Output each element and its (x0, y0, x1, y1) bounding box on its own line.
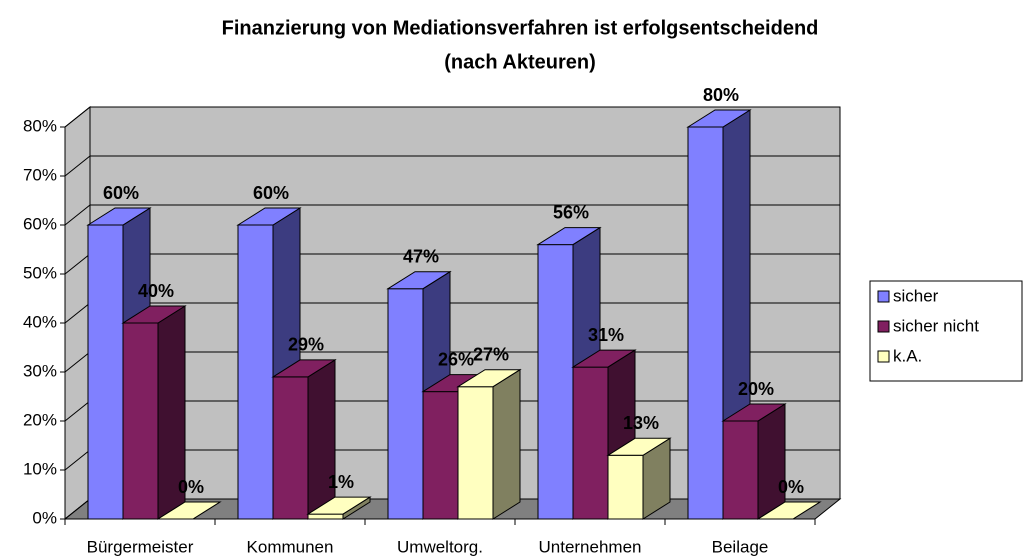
chart-title: (nach Akteuren) (444, 51, 596, 73)
value-label: 27% (473, 344, 509, 364)
bar-top (456, 369, 522, 388)
y-tick-label: 0% (32, 508, 57, 527)
y-tick-label: 70% (23, 165, 57, 184)
bar-front (272, 376, 309, 520)
bar-top (86, 207, 152, 226)
bar-side (307, 358, 336, 520)
value-label: 60% (103, 183, 139, 203)
bar-front (307, 513, 344, 520)
bar-front (572, 366, 609, 520)
x-tick-label: Kommunen (247, 537, 334, 556)
grid-line (64, 204, 840, 226)
y-tick-label: 60% (23, 214, 57, 233)
bar-top (236, 207, 302, 226)
bar-front (537, 244, 574, 520)
chart-title: Finanzierung von Mediationsverfahren ist… (222, 17, 819, 39)
bar-top (156, 501, 222, 520)
value-label: 26% (438, 349, 474, 369)
bar-top (756, 501, 822, 520)
legend-swatch (877, 320, 890, 333)
value-label: 1% (328, 472, 354, 492)
bar-side (492, 368, 521, 520)
value-label: 60% (253, 183, 289, 203)
bar-top (271, 359, 337, 378)
legend-box (869, 280, 1023, 382)
value-label: 47% (403, 246, 439, 266)
bar-top (606, 437, 672, 456)
x-tick-label: Umweltorg. (397, 537, 483, 556)
y-tick-label: 80% (23, 116, 57, 135)
bar-front (457, 386, 494, 520)
y-tick-label: 40% (23, 312, 57, 331)
bar-front (722, 420, 759, 520)
bar-top (536, 227, 602, 246)
bar-front (687, 126, 724, 520)
y-tick-label: 30% (23, 361, 57, 380)
grid-line (64, 106, 840, 128)
bar-top (721, 403, 787, 422)
y-tick-label: 10% (23, 459, 57, 478)
legend-label: k.A. (893, 346, 922, 365)
value-label: 56% (553, 202, 589, 222)
legend-swatch (877, 290, 890, 303)
value-label: 80% (703, 85, 739, 105)
bar-front (387, 288, 424, 520)
grid-line (64, 155, 840, 177)
x-tick-label: Beilage (712, 537, 769, 556)
bar-front (87, 224, 124, 520)
value-label: 20% (738, 379, 774, 399)
bar-top (571, 349, 637, 368)
legend-label: sicher nicht (893, 316, 979, 335)
legend-swatch (877, 350, 890, 363)
bar-top (121, 305, 187, 324)
bar-top (306, 496, 372, 515)
legend-label: sicher (893, 286, 939, 305)
y-tick-label: 20% (23, 410, 57, 429)
bar-top (386, 271, 452, 290)
bar-front (422, 391, 459, 520)
value-label: 13% (623, 413, 659, 433)
value-label: 0% (778, 477, 804, 497)
x-tick-label: Unternehmen (538, 537, 641, 556)
bar-front (607, 454, 644, 520)
bar-side (757, 403, 786, 520)
x-tick-label: Bürgermeister (87, 537, 194, 556)
value-label: 29% (288, 335, 324, 355)
value-label: 0% (178, 477, 204, 497)
value-label: 31% (588, 325, 624, 345)
bar-top (686, 109, 752, 128)
bar-front (122, 322, 159, 520)
y-tick-label: 50% (23, 263, 57, 282)
value-label: 40% (138, 281, 174, 301)
bar-front (237, 224, 274, 520)
